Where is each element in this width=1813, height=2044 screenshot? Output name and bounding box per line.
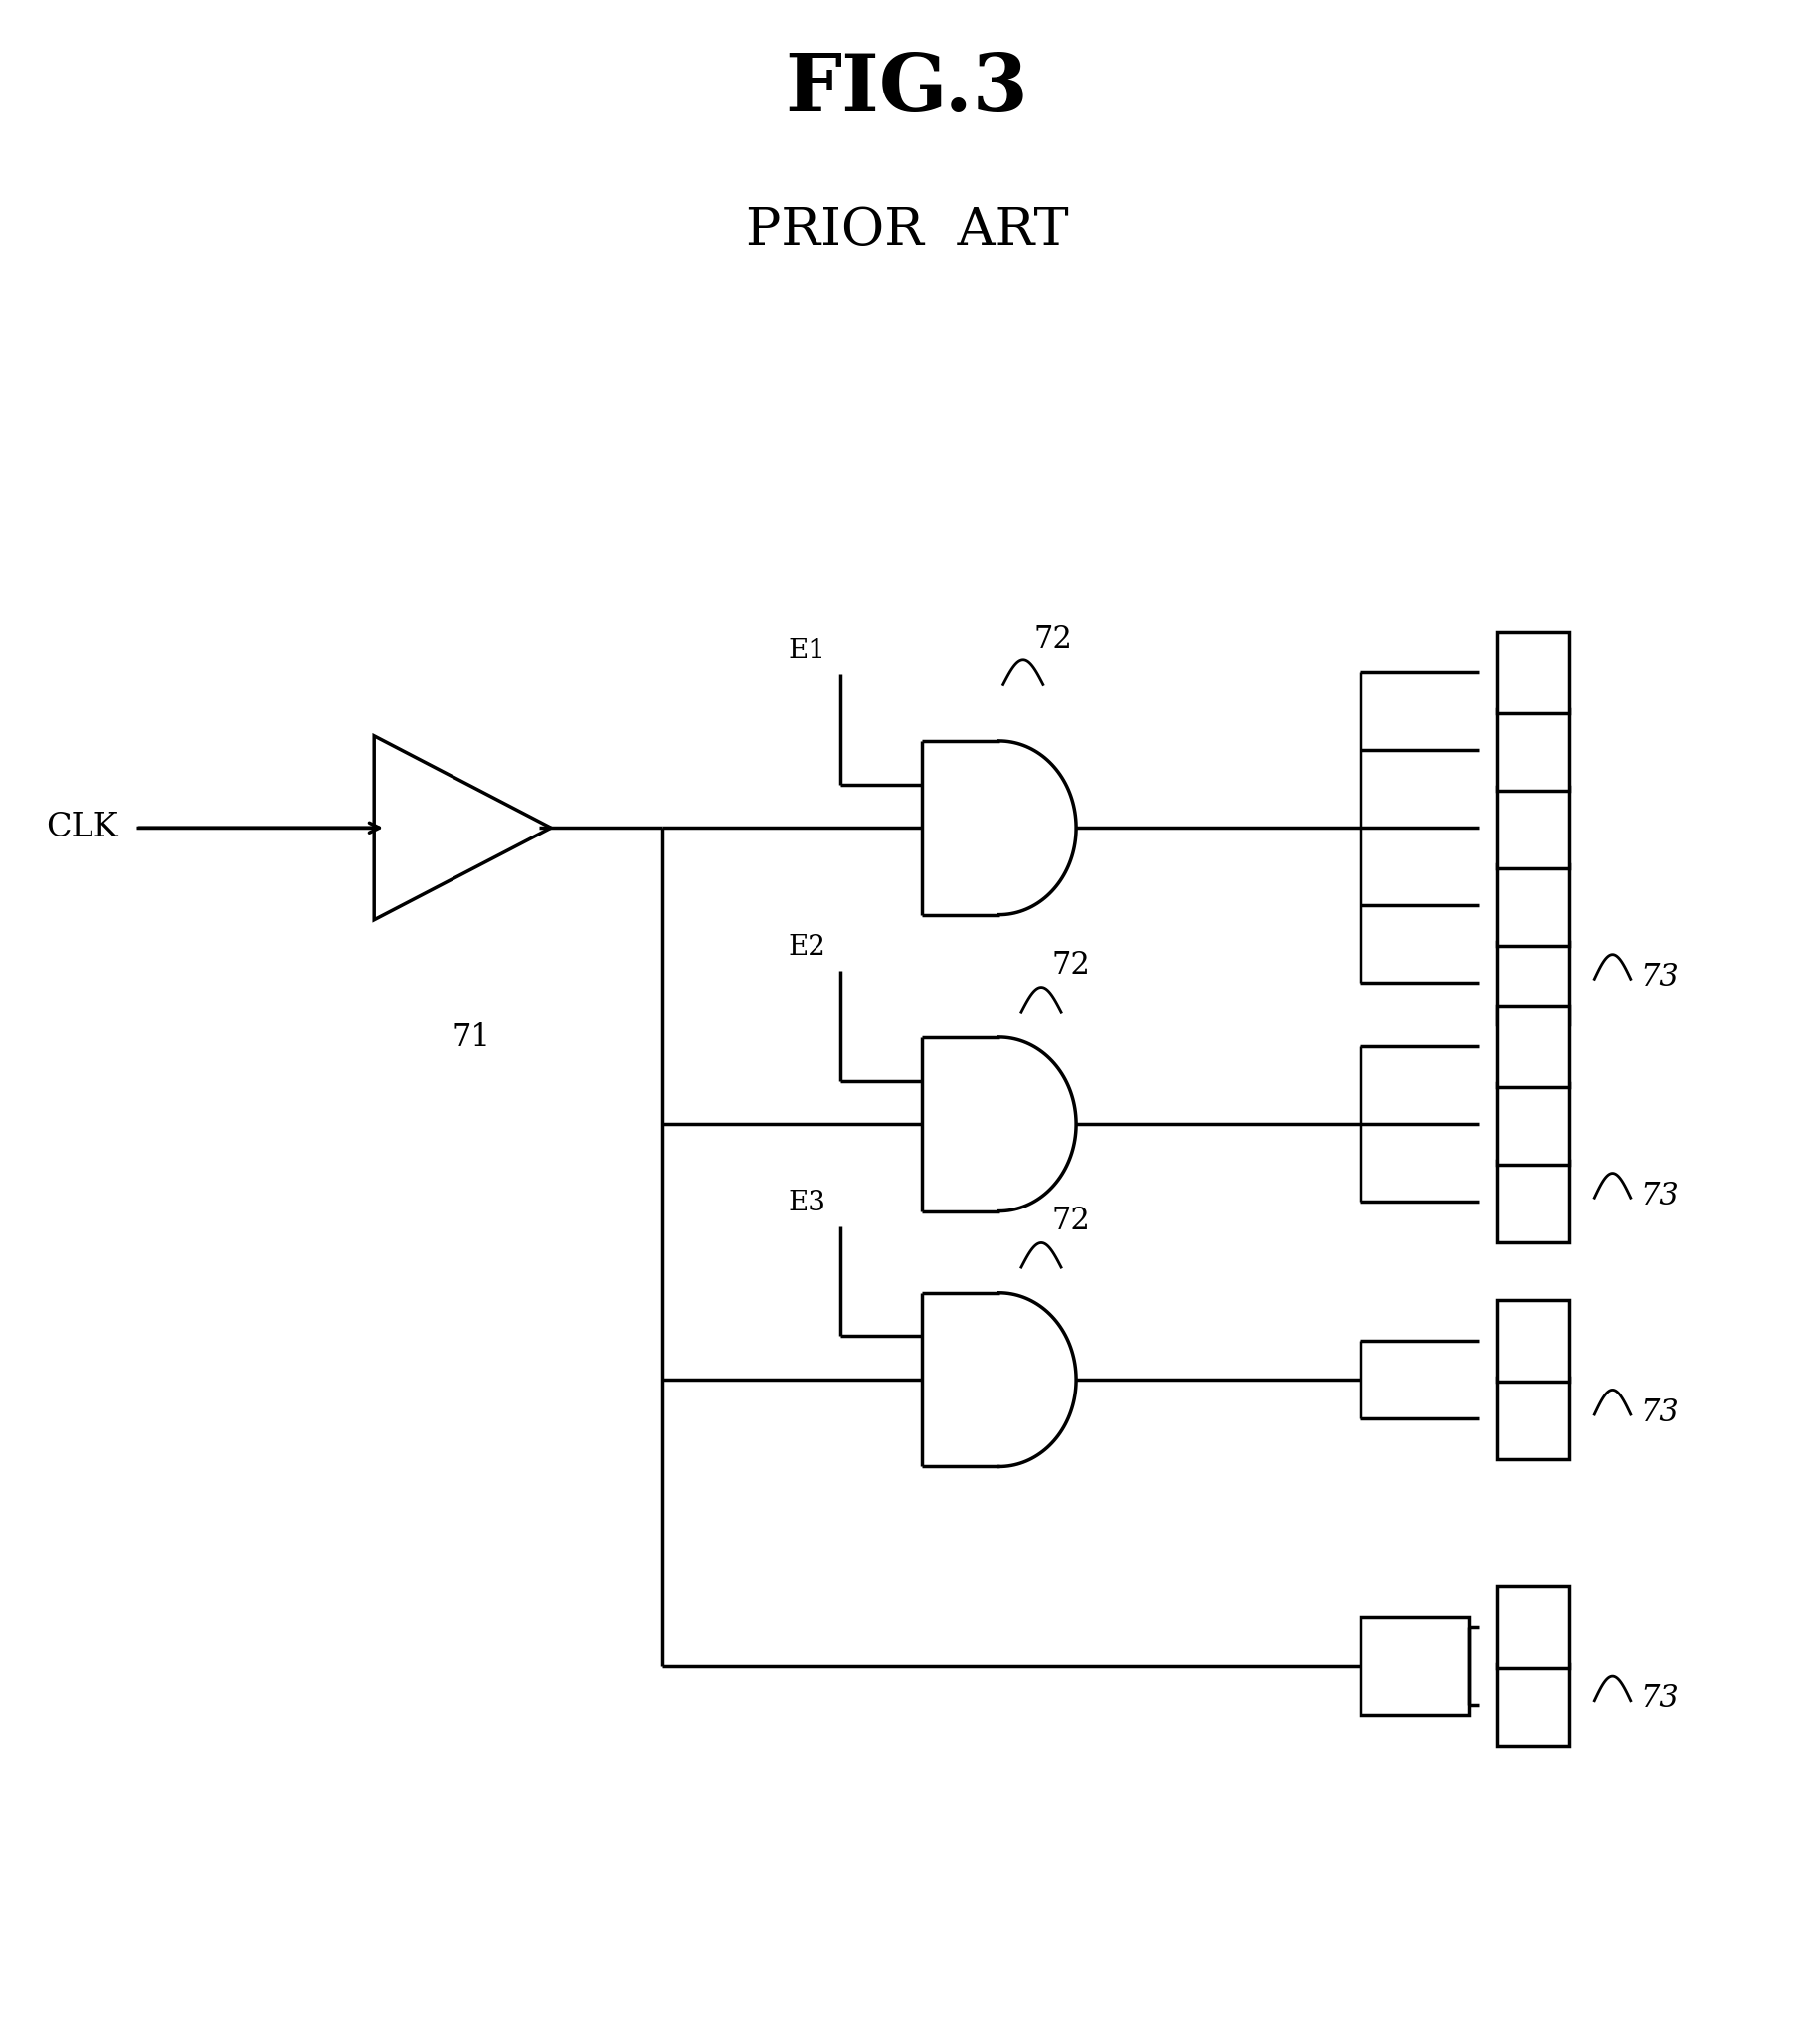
Bar	[1496, 1300, 1568, 1382]
Text: 72: 72	[1033, 623, 1071, 654]
Bar	[1496, 1586, 1568, 1668]
Text: CLK: CLK	[45, 811, 118, 844]
Bar	[1496, 942, 1568, 1024]
Text: 73: 73	[1639, 1396, 1677, 1429]
Bar	[1496, 865, 1568, 946]
Bar	[1496, 632, 1568, 713]
Bar	[1496, 1006, 1568, 1087]
Bar	[1496, 1378, 1568, 1459]
Text: 72: 72	[1052, 950, 1090, 981]
Bar	[1496, 1083, 1568, 1165]
Text: 71: 71	[451, 1022, 491, 1053]
Text: PRIOR  ART: PRIOR ART	[745, 204, 1068, 256]
Bar	[1496, 709, 1568, 791]
Text: 73: 73	[1639, 961, 1677, 993]
Text: E3: E3	[787, 1190, 825, 1216]
Bar	[1496, 1161, 1568, 1243]
Text: E1: E1	[787, 638, 825, 664]
Text: E2: E2	[787, 934, 825, 961]
Text: FIG.3: FIG.3	[785, 51, 1028, 129]
Text: 73: 73	[1639, 1682, 1677, 1715]
Text: 72: 72	[1052, 1206, 1090, 1237]
Bar	[1496, 787, 1568, 869]
Text: 73: 73	[1639, 1179, 1677, 1212]
Bar	[1496, 1664, 1568, 1746]
Bar	[1360, 1617, 1469, 1715]
